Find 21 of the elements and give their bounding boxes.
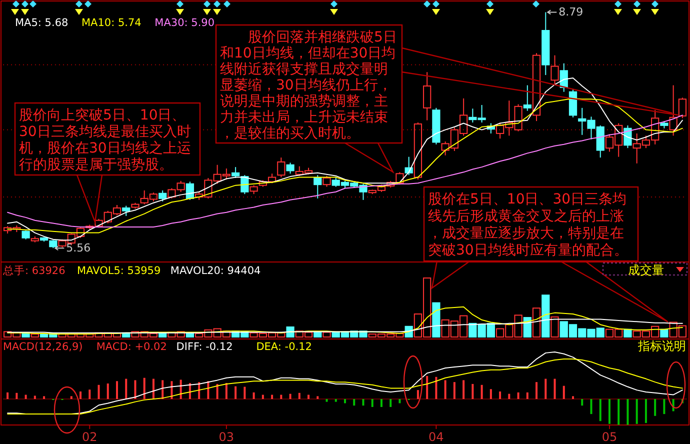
annotation: 股价回落并相继跌破5日和10日均线，但却在30日均线附近获得支撑且成交量明显萎缩，30日均线仍上行，说明是中期的强势调整，主力并未出局，上升远未结束，是较佳的买入时机。 xyxy=(220,29,397,142)
text: MA10: 5.74 xyxy=(81,17,142,29)
text: MAVOL5: 53959 xyxy=(77,265,161,277)
text: MA30: 5.90 xyxy=(154,17,215,29)
text: MAVOL20: 94404 xyxy=(170,265,262,277)
x-tick-label: 03 xyxy=(218,430,234,444)
x-tick-label: 04 xyxy=(428,430,444,444)
text: MACD: +0.02 xyxy=(96,341,167,353)
annotation: 指标说明 xyxy=(637,339,686,353)
chart-title: MACD(12,26,9) xyxy=(3,341,83,353)
x-tick-label: 05 xyxy=(602,430,618,444)
annotation: 股价向上突破5日、10日、30日三条均线是最佳买入时机，股价在30日均线之上运行的股票是属于强势股。 xyxy=(19,107,191,173)
text: DEA: -0.12 xyxy=(256,341,312,353)
text: 成交量 xyxy=(628,263,664,277)
annotation: 8.79 xyxy=(558,6,584,19)
annotation: 5.56 xyxy=(66,242,91,255)
text: 总手: 63926 xyxy=(2,264,66,277)
text: MA5: 5.68 xyxy=(15,17,68,29)
x-tick-label: 02 xyxy=(82,430,98,444)
annotation: 股价在5日、10日、30日三条均线先后形成黄金交叉之后的上涨，成交量应逐步放大，特别是在突破30日均线时应有量的配合。 xyxy=(428,191,628,258)
text: DIFF: -0.12 xyxy=(176,341,233,353)
